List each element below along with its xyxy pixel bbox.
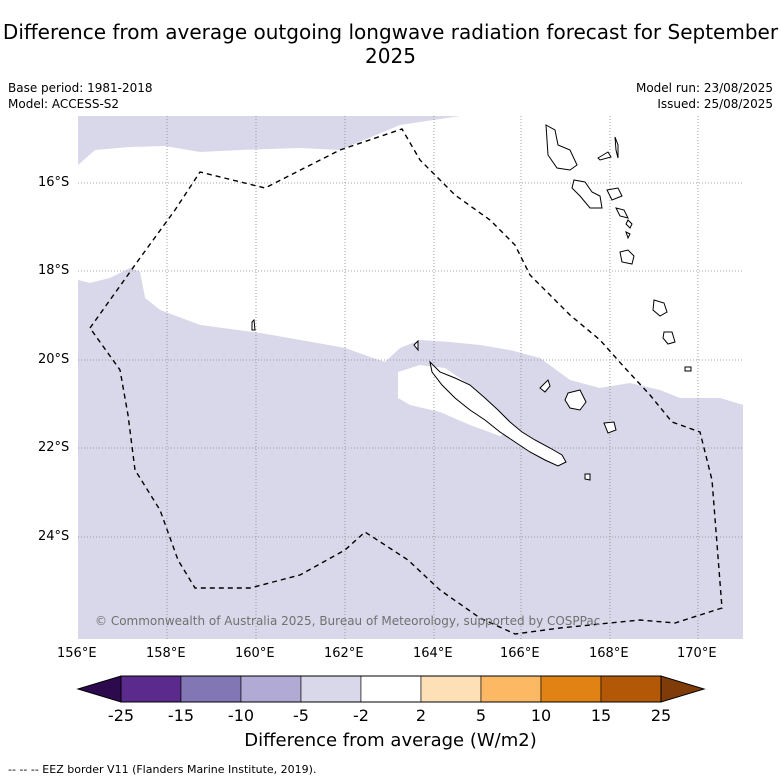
colorbar-label: -5 <box>293 706 309 725</box>
loyalty-islands <box>539 379 617 481</box>
lon-label: 168°E <box>589 646 629 661</box>
base-period: Base period: 1981-2018 <box>8 81 153 95</box>
colorbar-cell <box>540 675 602 703</box>
lon-label: 158°E <box>146 646 186 661</box>
colorbar-cell <box>120 675 182 703</box>
lon-label: 160°E <box>235 646 275 661</box>
islet <box>251 318 256 331</box>
eez-footnote: -- -- -- EEZ border V11 (Flanders Marine… <box>8 763 317 776</box>
meta-left: Base period: 1981-2018 Model: ACCESS-S2 <box>8 80 153 112</box>
lat-label: 16°S <box>38 175 70 190</box>
colorbar-cell <box>600 675 662 703</box>
lon-label: 156°E <box>57 646 97 661</box>
model-name: Model: ACCESS-S2 <box>8 97 120 111</box>
graticule <box>78 116 743 639</box>
colorbar-cell <box>480 675 542 703</box>
colorbar-label: 5 <box>475 706 487 725</box>
meta-right: Model run: 23/08/2025 Issued: 25/08/2025 <box>636 80 773 112</box>
vanuatu-islands <box>545 124 692 372</box>
lon-label: 166°E <box>500 646 540 661</box>
lon-label: 162°E <box>324 646 364 661</box>
lon-label: 170°E <box>677 646 717 661</box>
islet <box>413 339 419 352</box>
colorbar-label: -25 <box>107 706 135 725</box>
new-caledonia <box>429 360 567 467</box>
lat-label: 22°S <box>38 440 70 455</box>
lat-label: 20°S <box>38 352 70 367</box>
colorbar-label: 25 <box>650 706 672 725</box>
issued-date: Issued: 25/08/2025 <box>657 97 773 111</box>
colorbar-label: 2 <box>415 706 427 725</box>
colorbar-cell <box>180 675 242 703</box>
lon-label: 164°E <box>413 646 453 661</box>
lat-label: 18°S <box>38 263 70 278</box>
colorbar-extend-high <box>660 675 706 703</box>
model-run: Model run: 23/08/2025 <box>635 81 773 95</box>
colorbar-frame <box>120 675 662 703</box>
colorbar-cell <box>420 675 482 703</box>
eez-border <box>89 128 723 635</box>
map-title: Difference from average outgoing longwav… <box>2 20 779 68</box>
colorbar-label: 10 <box>530 706 552 725</box>
shaded-tongue <box>78 268 743 639</box>
colorbar-label: -10 <box>227 706 255 725</box>
colorbar <box>76 675 706 703</box>
lat-label: 24°S <box>38 529 70 544</box>
colorbar-title: Difference from average (W/m2) <box>244 730 537 751</box>
colorbar-label: -15 <box>167 706 195 725</box>
colorbar-label: 15 <box>590 706 612 725</box>
colorbar-cell <box>360 675 422 703</box>
colorbar-label: -2 <box>353 706 369 725</box>
copyright-notice: © Commonwealth of Australia 2025, Bureau… <box>95 614 601 628</box>
colorbar-cell <box>240 675 302 703</box>
colorbar-extend-low <box>76 675 122 703</box>
colorbar-cell <box>300 675 362 703</box>
